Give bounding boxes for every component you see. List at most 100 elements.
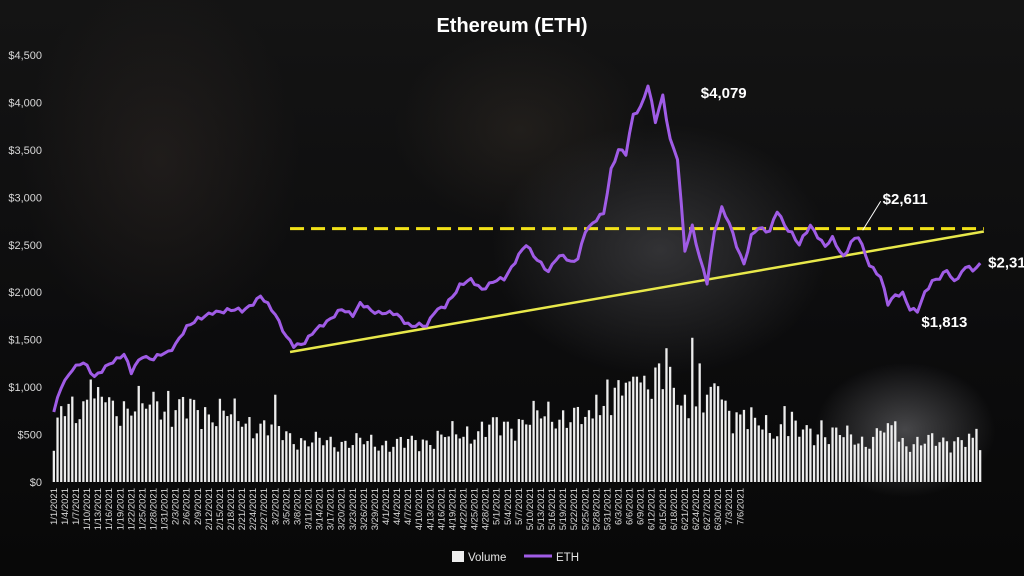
volume-bar bbox=[440, 434, 443, 482]
volume-bar bbox=[702, 412, 705, 482]
x-tick-label: 4/10/2021 bbox=[414, 488, 425, 530]
volume-bar bbox=[698, 363, 701, 482]
volume-bar bbox=[779, 424, 783, 482]
x-tick-label: 5/10/2021 bbox=[525, 488, 536, 530]
volume-bar bbox=[576, 406, 580, 482]
volume-bar bbox=[392, 446, 395, 482]
volume-bar bbox=[613, 387, 616, 482]
x-tick-label: 4/16/2021 bbox=[436, 488, 447, 530]
x-tick-label: 2/6/2021 bbox=[182, 488, 193, 525]
volume-bar bbox=[322, 445, 325, 482]
volume-bar bbox=[875, 428, 878, 482]
volume-bar bbox=[355, 433, 358, 482]
volume-bar bbox=[905, 446, 908, 482]
volume-bar bbox=[886, 423, 890, 482]
volume-bar bbox=[532, 400, 535, 482]
volume-bar bbox=[683, 394, 687, 482]
volume-bar bbox=[632, 376, 635, 482]
volume-bar bbox=[831, 427, 834, 482]
eth-line bbox=[52, 84, 982, 413]
volume-bar bbox=[720, 399, 723, 482]
volume-bar bbox=[868, 448, 871, 482]
volume-bar bbox=[772, 438, 775, 482]
volume-bar bbox=[849, 434, 853, 482]
volume-bar bbox=[805, 425, 808, 482]
value-callout: $4,079 bbox=[701, 85, 747, 102]
volume-bar bbox=[587, 410, 591, 482]
volume-bar bbox=[178, 399, 181, 482]
volume-bar bbox=[421, 439, 425, 482]
volume-bar bbox=[739, 414, 742, 482]
volume-bar bbox=[783, 406, 786, 482]
volume-bar bbox=[60, 406, 63, 482]
x-tick-label: 3/26/2021 bbox=[359, 488, 370, 530]
volume-bar bbox=[713, 383, 716, 482]
value-callout: $2,611 bbox=[883, 191, 928, 208]
volume-bar bbox=[764, 415, 768, 482]
x-tick-label: 6/3/2021 bbox=[613, 488, 624, 525]
volume-bar bbox=[757, 425, 760, 482]
volume-bar bbox=[159, 419, 163, 482]
volume-bar bbox=[63, 416, 67, 482]
x-tick-label: 5/1/2021 bbox=[492, 488, 503, 525]
volume-bar bbox=[370, 434, 373, 482]
volume-bar bbox=[336, 451, 340, 482]
x-tick-label: 5/16/2021 bbox=[547, 488, 558, 530]
x-tick-label: 1/25/2021 bbox=[137, 488, 148, 530]
volume-bar bbox=[853, 444, 856, 482]
volume-bar bbox=[200, 429, 203, 482]
volume-bar bbox=[111, 400, 115, 482]
volume-bar bbox=[506, 421, 509, 482]
x-tick-label: 6/18/2021 bbox=[669, 488, 680, 530]
volume-bar bbox=[672, 387, 675, 482]
volume-bar bbox=[307, 446, 310, 482]
volume-bar bbox=[432, 448, 436, 482]
volume-bar bbox=[130, 415, 133, 482]
volume-bar bbox=[908, 451, 912, 482]
volume-bar bbox=[244, 423, 247, 482]
x-tick-label: 5/13/2021 bbox=[536, 488, 547, 530]
volume-bar bbox=[934, 445, 938, 482]
volume-bar bbox=[768, 433, 771, 482]
x-tick-label: 1/19/2021 bbox=[115, 488, 126, 530]
volume-bar bbox=[218, 398, 222, 482]
volume-bar bbox=[119, 425, 122, 482]
volume-bar bbox=[384, 440, 388, 482]
volume-bar bbox=[602, 405, 605, 482]
x-tick-label: 5/22/2021 bbox=[569, 488, 580, 530]
volume-bar bbox=[303, 440, 306, 482]
volume-bar bbox=[624, 382, 628, 482]
x-tick-label: 2/27/2021 bbox=[259, 488, 270, 530]
volume-bar bbox=[949, 452, 952, 482]
volume-bar bbox=[871, 436, 875, 482]
volume-bar bbox=[606, 379, 609, 482]
volume-bar bbox=[912, 444, 915, 482]
volume-bar bbox=[388, 451, 391, 482]
volume-bar bbox=[381, 445, 384, 482]
volume-bar bbox=[890, 425, 893, 482]
reference-lines bbox=[289, 227, 985, 354]
legend-eth-label: ETH bbox=[556, 552, 579, 564]
volume-bar bbox=[491, 417, 495, 482]
x-tick-label: 1/16/2021 bbox=[104, 488, 115, 530]
volume-bar bbox=[835, 427, 838, 482]
y-tick-label: $1,000 bbox=[8, 382, 42, 394]
volume-bar bbox=[979, 450, 982, 482]
x-tick-label: 3/23/2021 bbox=[348, 488, 359, 530]
volume-bar bbox=[333, 447, 336, 482]
volume-bar bbox=[842, 437, 845, 482]
volume-bar bbox=[665, 348, 668, 482]
volume-bar bbox=[251, 438, 255, 482]
volume-bar bbox=[635, 376, 639, 482]
volume-bar bbox=[916, 436, 919, 482]
x-tick-label: 6/15/2021 bbox=[658, 488, 669, 530]
volume-bar bbox=[942, 437, 945, 482]
volume-bar bbox=[580, 424, 583, 482]
volume-bar bbox=[436, 430, 439, 482]
volume-bar bbox=[517, 419, 520, 482]
trend-line bbox=[289, 230, 985, 354]
volume-bar bbox=[144, 408, 148, 482]
x-tick-label: 4/13/2021 bbox=[425, 488, 436, 530]
volume-bar bbox=[270, 424, 273, 482]
